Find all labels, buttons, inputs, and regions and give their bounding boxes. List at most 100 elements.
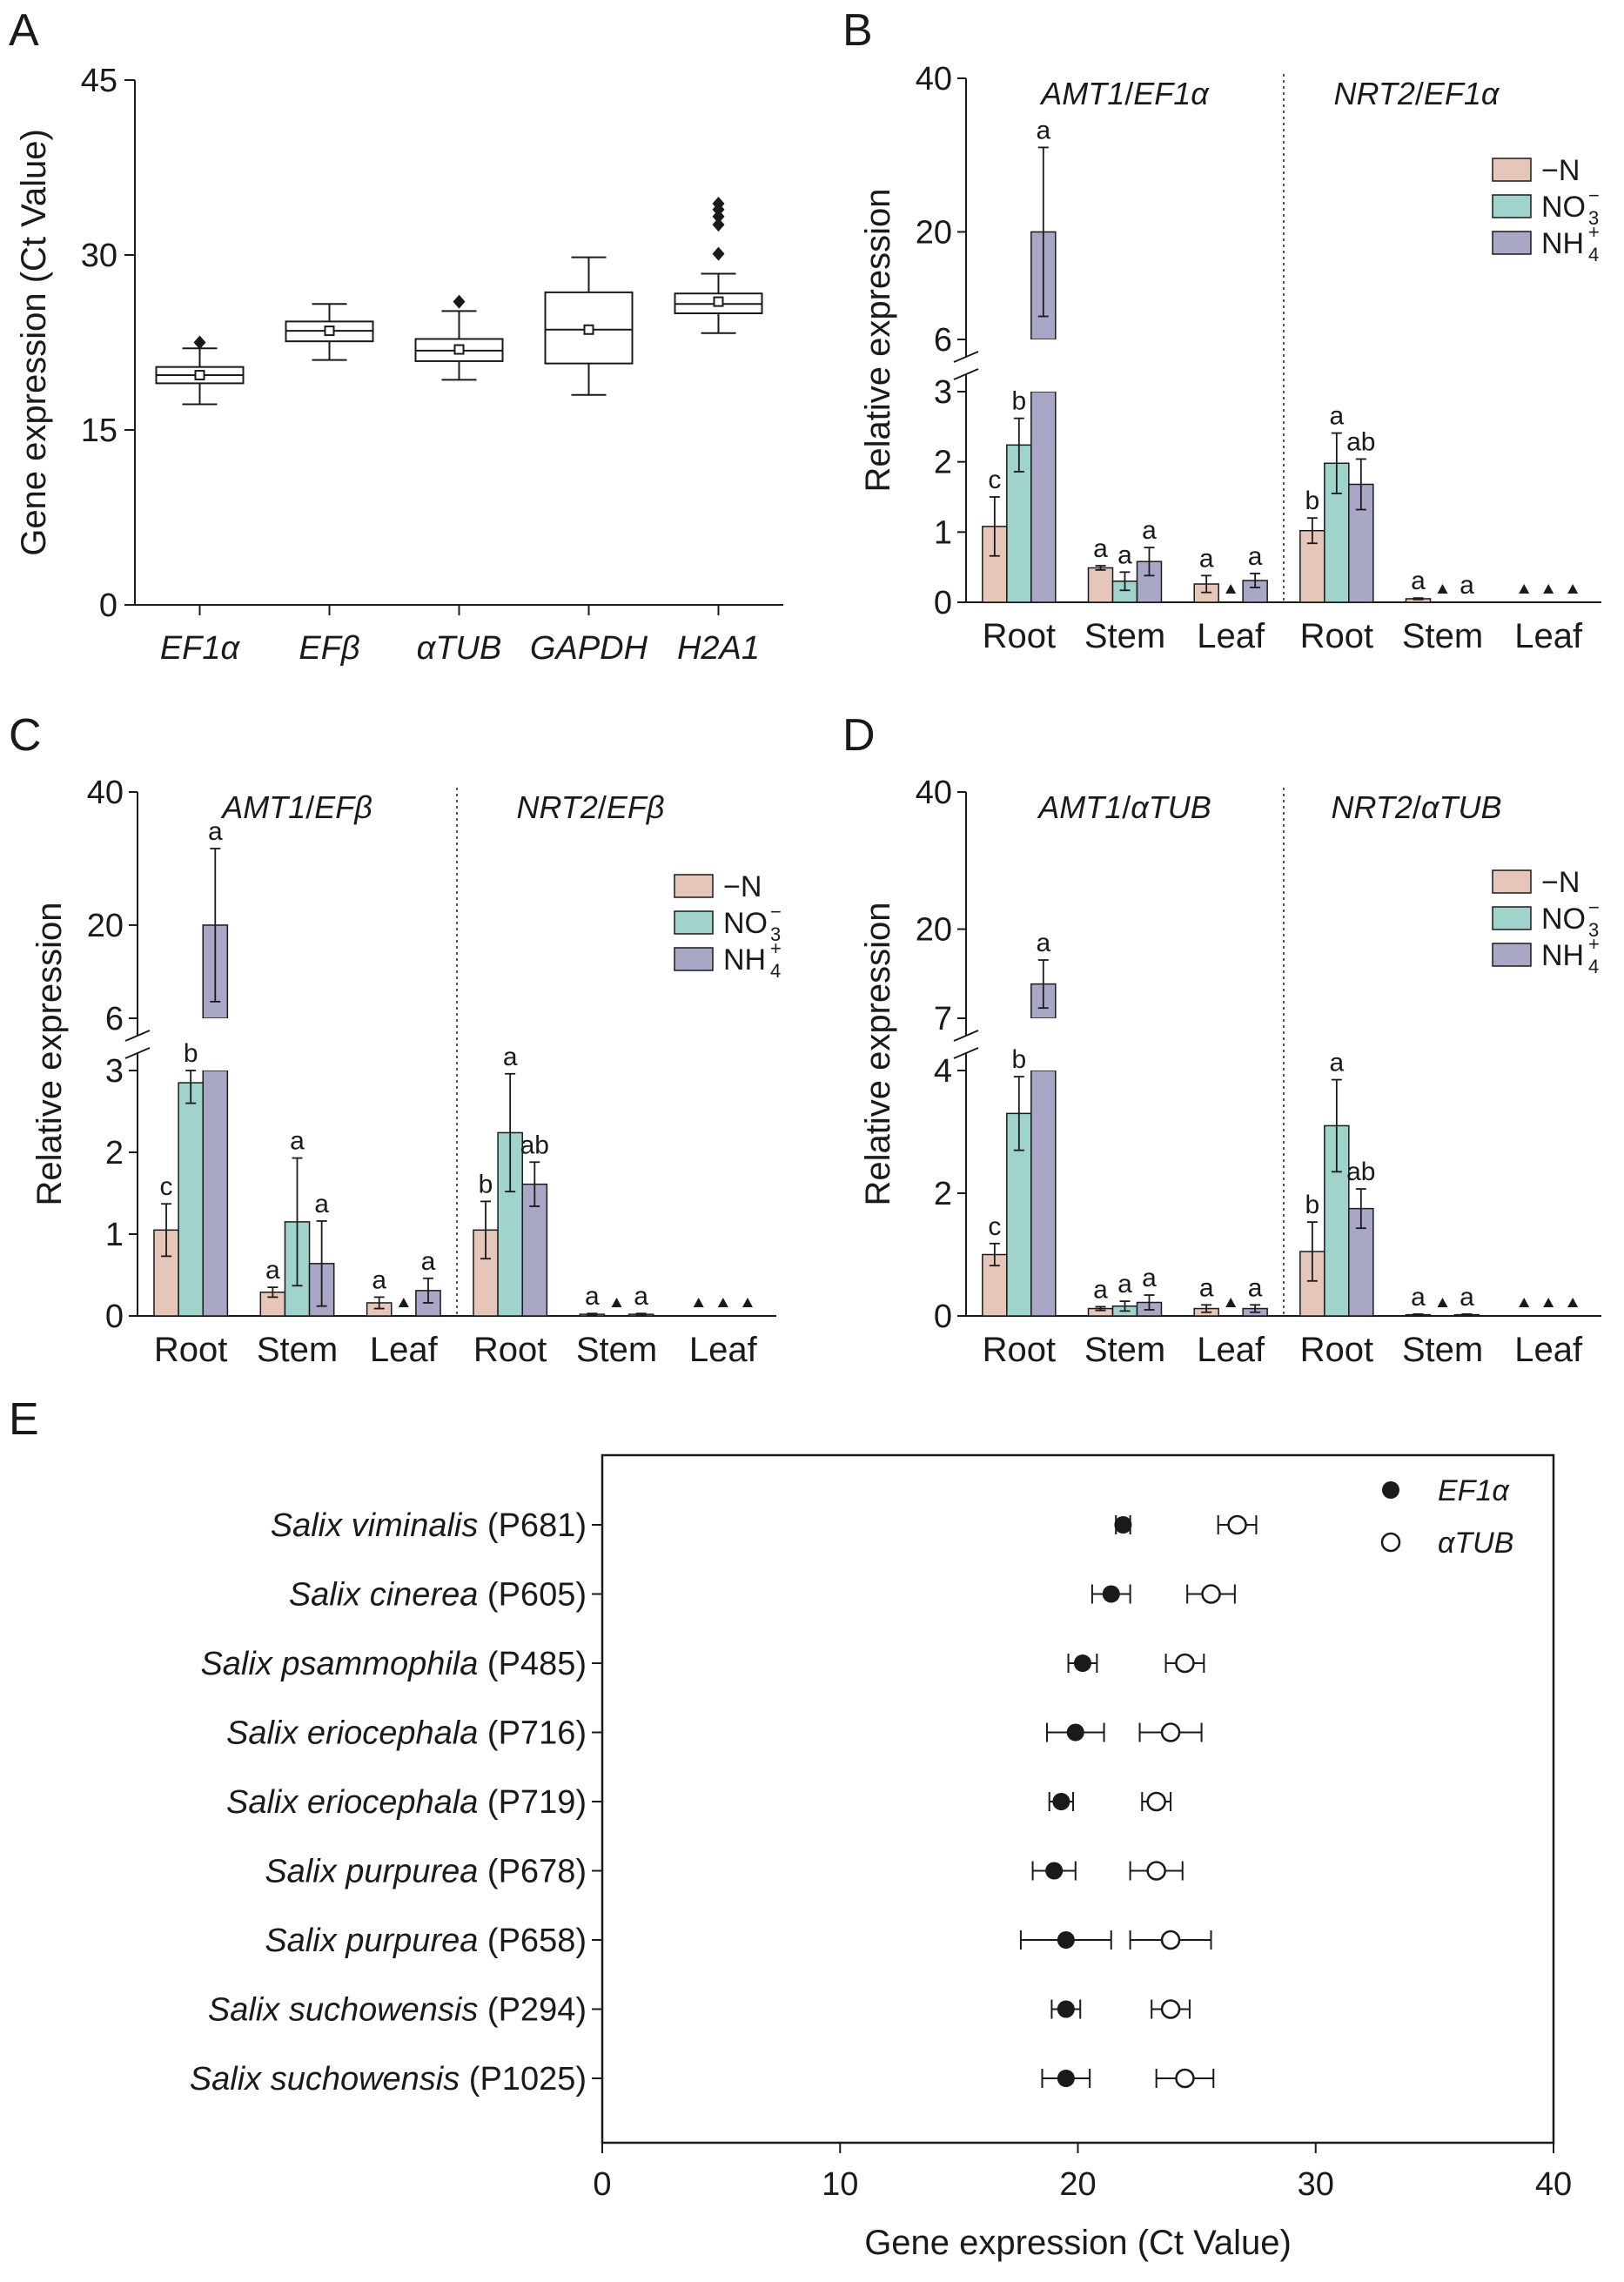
ef1a-point (1102, 1585, 1120, 1603)
significance-letter: a (1329, 1049, 1344, 1077)
y-tick-label: 1 (934, 514, 952, 551)
legend-atub-label: αTUB (1438, 1527, 1513, 1560)
significance-letter: a (1248, 1273, 1263, 1302)
y-axis-title: Relative expression (30, 902, 69, 1205)
x-tick-label: Leaf (1197, 1331, 1265, 1369)
not-detected-marker (693, 1298, 704, 1307)
x-tick-label: 10 (822, 2166, 858, 2203)
species-label: Salix suchowensis (P1025) (190, 2061, 587, 2097)
x-tick-label: Stem (257, 1331, 338, 1369)
bar (1030, 391, 1057, 603)
species-name: Salix purpurea (265, 1923, 478, 1959)
atub-point (1160, 1722, 1181, 1742)
not-detected-marker (1567, 1298, 1579, 1307)
atub-point (1201, 1584, 1221, 1604)
group-title-slash: / (305, 789, 314, 825)
group-title: NRT2/αTUB (1332, 789, 1502, 825)
y-tick-label: 3 (934, 374, 952, 411)
legend-swatch (1492, 158, 1532, 182)
ef1a-point (1066, 1723, 1084, 1742)
group-title: NRT2/EFβ (517, 789, 665, 825)
legend-subscript: 3 (1588, 919, 1599, 941)
significance-letter: a (421, 1247, 436, 1276)
x-tick-label: Root (983, 617, 1057, 655)
y-tick-label: 2 (934, 1176, 952, 1212)
legend-swatch (1492, 943, 1532, 967)
not-detected-marker (1225, 584, 1237, 594)
y-tick-label: 0 (99, 587, 117, 624)
group-title-gene: NRT2 (517, 789, 598, 825)
significance-letter: b (1011, 1045, 1026, 1074)
x-tick-label: GAPDH (530, 630, 648, 667)
species-code: (P605) (478, 1577, 587, 1614)
bar (178, 1082, 204, 1317)
not-detected-marker (1543, 1298, 1554, 1307)
x-tick-label: Root (1300, 1331, 1374, 1369)
significance-letter: a (1036, 929, 1050, 957)
box-mean-marker (583, 324, 594, 335)
box-outlier (712, 218, 725, 232)
atub-point (1227, 1514, 1247, 1535)
box-outlier (712, 209, 725, 224)
significance-letter: b (1011, 387, 1026, 416)
box-outlier (712, 197, 725, 211)
significance-letter: a (372, 1265, 386, 1294)
significance-letter: a (634, 1282, 648, 1311)
bar-break-gap (1029, 339, 1057, 392)
significance-letter: b (479, 1170, 493, 1198)
legend-ef1a-marker (1382, 1481, 1399, 1499)
legend-label: NH (1541, 227, 1584, 260)
significance-letter: b (1305, 487, 1320, 515)
bar (1087, 567, 1114, 603)
axis-break-mark (953, 368, 979, 380)
group-title-ref: EF1α (1424, 76, 1500, 111)
group-title-gene: AMT1 (220, 789, 305, 825)
legend-swatch (1492, 231, 1532, 255)
legend-superscript: − (770, 901, 782, 923)
y-tick-label: 2 (105, 1135, 124, 1171)
y-tick-label: 45 (81, 63, 117, 99)
panel-letter-b: B (842, 5, 873, 56)
legend-superscript: − (1588, 896, 1600, 918)
significance-letter: a (1199, 544, 1214, 573)
box-mean-marker (713, 296, 724, 307)
group-title-gene: NRT2 (1332, 789, 1413, 825)
legend-superscript: − (1588, 185, 1600, 206)
group-title-ref: αTUB (1421, 789, 1502, 825)
panel-letter-a: A (9, 5, 39, 56)
x-tick-label: 30 (1298, 2166, 1334, 2203)
x-tick-label: Stem (1402, 1331, 1483, 1369)
species-code: (P1025) (460, 2061, 587, 2097)
group-title: AMT1/EF1α (1039, 76, 1210, 111)
legend-swatch (1492, 194, 1532, 218)
species-name: Salix suchowensis (190, 2061, 460, 2097)
not-detected-marker (1519, 584, 1530, 594)
ef1a-point (1045, 1862, 1064, 1880)
legend-subscript: 3 (1588, 207, 1599, 229)
group-title-gene: AMT1 (1039, 76, 1124, 111)
panel-letter-d: D (842, 710, 876, 761)
y-break-label: 6 (105, 1001, 124, 1037)
atub-point (1175, 1653, 1195, 1674)
y-tick-label: 40 (916, 775, 952, 811)
x-tick-label: Leaf (1514, 617, 1583, 655)
bar (1030, 1070, 1057, 1317)
box-mean-marker (324, 326, 335, 337)
plot-frame (601, 1453, 1555, 2144)
x-tick-label: Leaf (370, 1331, 439, 1369)
species-label: Salix purpurea (P678) (265, 1854, 587, 1890)
species-code: (P294) (478, 1992, 587, 2029)
x-tick-label: Root (154, 1331, 228, 1369)
species-label: Salix cinerea (P605) (289, 1577, 587, 1614)
y-tick-label: 0 (934, 585, 952, 621)
box-outlier (193, 335, 206, 350)
legend-superscript: + (770, 937, 782, 959)
significance-letter: ab (1346, 1158, 1375, 1186)
significance-letter: a (1093, 534, 1108, 563)
legend-label: NO (723, 907, 768, 940)
x-tick-label: Stem (1084, 1331, 1165, 1369)
group-title-slash: / (598, 789, 607, 825)
not-detected-marker (1225, 1298, 1237, 1307)
ef1a-point (1052, 1793, 1070, 1810)
